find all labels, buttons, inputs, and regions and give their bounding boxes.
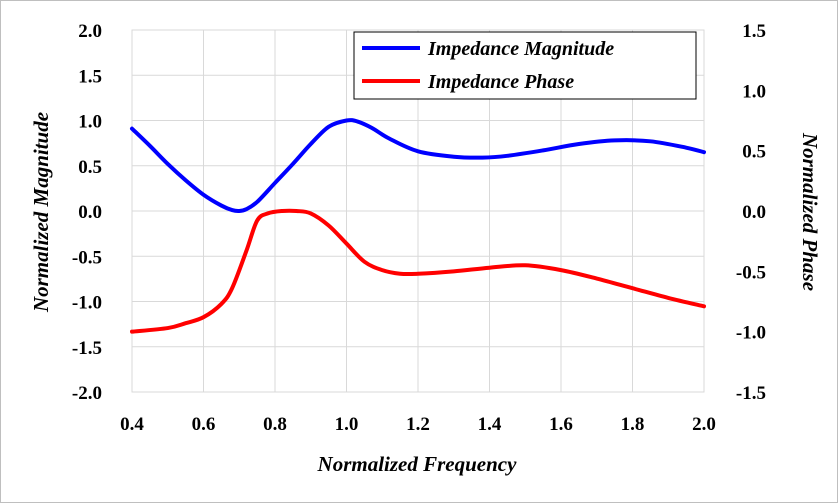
x-tick-label: 1.6 [549, 414, 573, 435]
y2-tick-label: 1.0 [742, 81, 766, 102]
y-tick-label: -1.0 [72, 293, 102, 314]
y2-tick-label: 0.0 [742, 202, 766, 223]
y2-tick-label: -1.5 [736, 383, 766, 404]
y-tick-label: 1.5 [78, 66, 102, 87]
y2-tick-label: -0.5 [736, 262, 766, 283]
x-tick-label: 0.4 [120, 414, 144, 435]
y-tick-label: 2.0 [78, 21, 102, 42]
y2-tick-label: -1.0 [736, 323, 766, 344]
x-tick-label: 1.2 [406, 414, 430, 435]
plot-border [131, 29, 705, 393]
series-line-impedance-phase [130, 208, 706, 334]
x-tick-label: 0.6 [192, 414, 216, 435]
y-tick-label: -2.0 [72, 383, 102, 404]
y-tick-label: -0.5 [72, 247, 102, 268]
y-tick-label: 0.5 [78, 157, 102, 178]
y-axis-title: Normalized Magnitude [29, 112, 53, 313]
x-axis-title: Normalized Frequency [317, 452, 518, 476]
y2-axis-title: Normalized Phase [798, 132, 822, 291]
x-tick-label: 1.0 [335, 414, 359, 435]
legend-box [353, 31, 697, 100]
series-layer [130, 118, 706, 334]
x-tick-label: 0.8 [263, 414, 287, 435]
y2-tick-labels: 1.5 1.0 0.5 0.0 -0.5 -1.0 -1.5 [736, 21, 766, 404]
y2-tick-label: 0.5 [742, 142, 766, 163]
x-tick-label: 2.0 [692, 414, 716, 435]
series-line-impedance-magnitude [130, 118, 706, 214]
y-tick-label: -1.5 [72, 338, 102, 359]
y2-tick-label: 1.5 [742, 21, 766, 42]
y-tick-labels: 2.0 1.5 1.0 0.5 0.0 -0.5 -1.0 -1.5 -2.0 [72, 21, 102, 404]
x-tick-labels: 0.4 0.6 0.8 1.0 1.2 1.4 1.6 1.8 2.0 [120, 414, 716, 435]
plot-area [131, 29, 705, 393]
x-tick-label: 1.4 [478, 414, 502, 435]
x-tick-label: 1.8 [621, 414, 645, 435]
y-tick-label: 1.0 [78, 112, 102, 133]
legend-label-phase: Impedance Phase [427, 71, 574, 93]
legend: Impedance Magnitude Impedance Phase [353, 31, 697, 100]
legend-label-magnitude: Impedance Magnitude [427, 38, 614, 60]
y-tick-label: 0.0 [78, 202, 102, 223]
